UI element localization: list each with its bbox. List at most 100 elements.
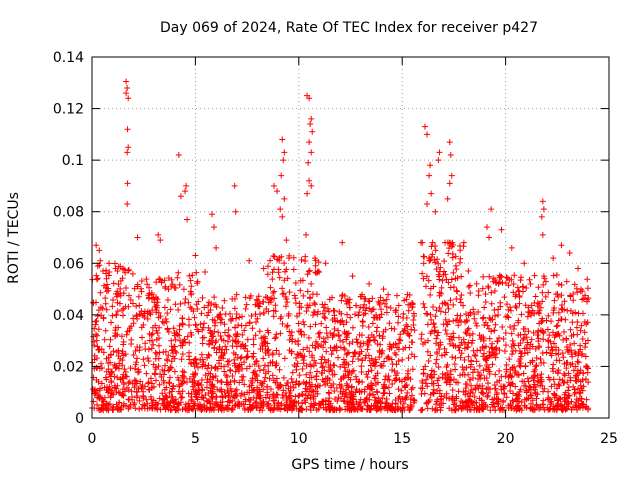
x-tick-label: 15 bbox=[393, 431, 411, 447]
roti-sample bbox=[427, 372, 434, 379]
roti-sample bbox=[287, 332, 294, 339]
roti-point bbox=[366, 280, 373, 287]
roti-sample bbox=[542, 278, 549, 285]
roti-sample bbox=[546, 332, 553, 339]
roti-sample bbox=[443, 390, 450, 397]
roti-sample bbox=[331, 362, 338, 369]
roti-sample bbox=[450, 317, 457, 324]
roti-sample bbox=[420, 275, 427, 282]
roti-sample bbox=[307, 361, 314, 368]
roti-sample bbox=[184, 333, 191, 340]
roti-sample bbox=[267, 386, 274, 393]
roti-sample bbox=[272, 334, 279, 341]
roti-sample bbox=[527, 392, 534, 399]
roti-sample bbox=[550, 361, 557, 368]
roti-sample bbox=[514, 284, 521, 291]
roti-sample bbox=[475, 407, 482, 414]
roti-sample bbox=[379, 362, 386, 369]
roti-point bbox=[465, 268, 472, 275]
roti-sample bbox=[243, 353, 250, 360]
roti-sample bbox=[337, 385, 344, 392]
roti-sample bbox=[473, 322, 480, 329]
roti-sample bbox=[124, 328, 131, 335]
roti-sample bbox=[554, 397, 561, 404]
roti-sample bbox=[117, 277, 124, 284]
roti-sample bbox=[206, 341, 213, 348]
roti-sample bbox=[577, 327, 584, 334]
roti-sample bbox=[159, 390, 166, 397]
roti-sample bbox=[205, 390, 212, 397]
roti-sample bbox=[537, 327, 544, 334]
roti-sample bbox=[427, 311, 434, 318]
roti-sample bbox=[265, 263, 272, 270]
roti-sample bbox=[206, 407, 213, 414]
roti-sample bbox=[327, 361, 334, 368]
roti-sample bbox=[182, 295, 189, 302]
roti-sample bbox=[550, 272, 557, 279]
roti-sample bbox=[250, 341, 257, 348]
roti-sample bbox=[443, 379, 450, 386]
roti-sample bbox=[108, 319, 115, 326]
roti-sample bbox=[553, 323, 560, 330]
roti-sample bbox=[319, 363, 326, 370]
roti-sample bbox=[361, 399, 368, 406]
roti-sample bbox=[199, 356, 206, 363]
roti-point bbox=[208, 211, 215, 218]
roti-point bbox=[349, 273, 356, 280]
roti-sample bbox=[537, 374, 544, 381]
roti-sample bbox=[198, 382, 205, 389]
roti-sample bbox=[290, 384, 297, 391]
roti-sample bbox=[373, 388, 380, 395]
roti-sample bbox=[275, 399, 282, 406]
roti-sample bbox=[331, 371, 338, 378]
roti-sample bbox=[568, 398, 575, 405]
roti-sample bbox=[204, 376, 211, 383]
roti-sample bbox=[533, 401, 540, 408]
roti-sample bbox=[144, 281, 151, 288]
roti-sample bbox=[161, 386, 168, 393]
roti-sample bbox=[356, 309, 363, 316]
roti-sample bbox=[577, 390, 584, 397]
roti-sample bbox=[400, 314, 407, 321]
roti-sample bbox=[539, 350, 546, 357]
roti-sample bbox=[155, 363, 162, 370]
roti-sample bbox=[455, 322, 462, 329]
roti-sample bbox=[580, 370, 587, 377]
roti-sample bbox=[355, 379, 362, 386]
roti-sample bbox=[431, 371, 438, 378]
roti-sample bbox=[211, 301, 218, 308]
roti-sample bbox=[194, 306, 201, 313]
roti-sample bbox=[253, 371, 260, 378]
roti-point bbox=[558, 242, 565, 249]
roti-sample bbox=[169, 386, 176, 393]
y-tick-label: 0.04 bbox=[53, 308, 84, 324]
roti-sample bbox=[369, 320, 376, 327]
roti-sample bbox=[420, 366, 427, 373]
roti-sample bbox=[92, 321, 99, 328]
roti-sample bbox=[492, 321, 499, 328]
roti-sample bbox=[352, 389, 359, 396]
roti-sample bbox=[382, 300, 389, 307]
roti-sample bbox=[502, 342, 509, 349]
roti-sample bbox=[439, 300, 446, 307]
roti-sample bbox=[534, 299, 541, 306]
roti-sample bbox=[265, 346, 272, 353]
roti-sample bbox=[247, 396, 254, 403]
roti-sample bbox=[226, 333, 233, 340]
roti-sample bbox=[251, 368, 258, 375]
roti-sample bbox=[231, 356, 238, 363]
roti-sample bbox=[291, 398, 298, 405]
roti-sample bbox=[264, 401, 271, 408]
roti-sample bbox=[424, 310, 431, 317]
roti-sample bbox=[353, 398, 360, 405]
roti-sample bbox=[300, 357, 307, 364]
roti-sample bbox=[536, 320, 543, 327]
roti-sample bbox=[540, 397, 547, 404]
roti-sample bbox=[446, 335, 453, 342]
roti-sample bbox=[528, 312, 535, 319]
roti-sample bbox=[437, 404, 444, 411]
roti-sample bbox=[145, 295, 152, 302]
roti-sample bbox=[467, 406, 474, 413]
roti-sample bbox=[145, 386, 152, 393]
roti-sample bbox=[139, 401, 146, 408]
